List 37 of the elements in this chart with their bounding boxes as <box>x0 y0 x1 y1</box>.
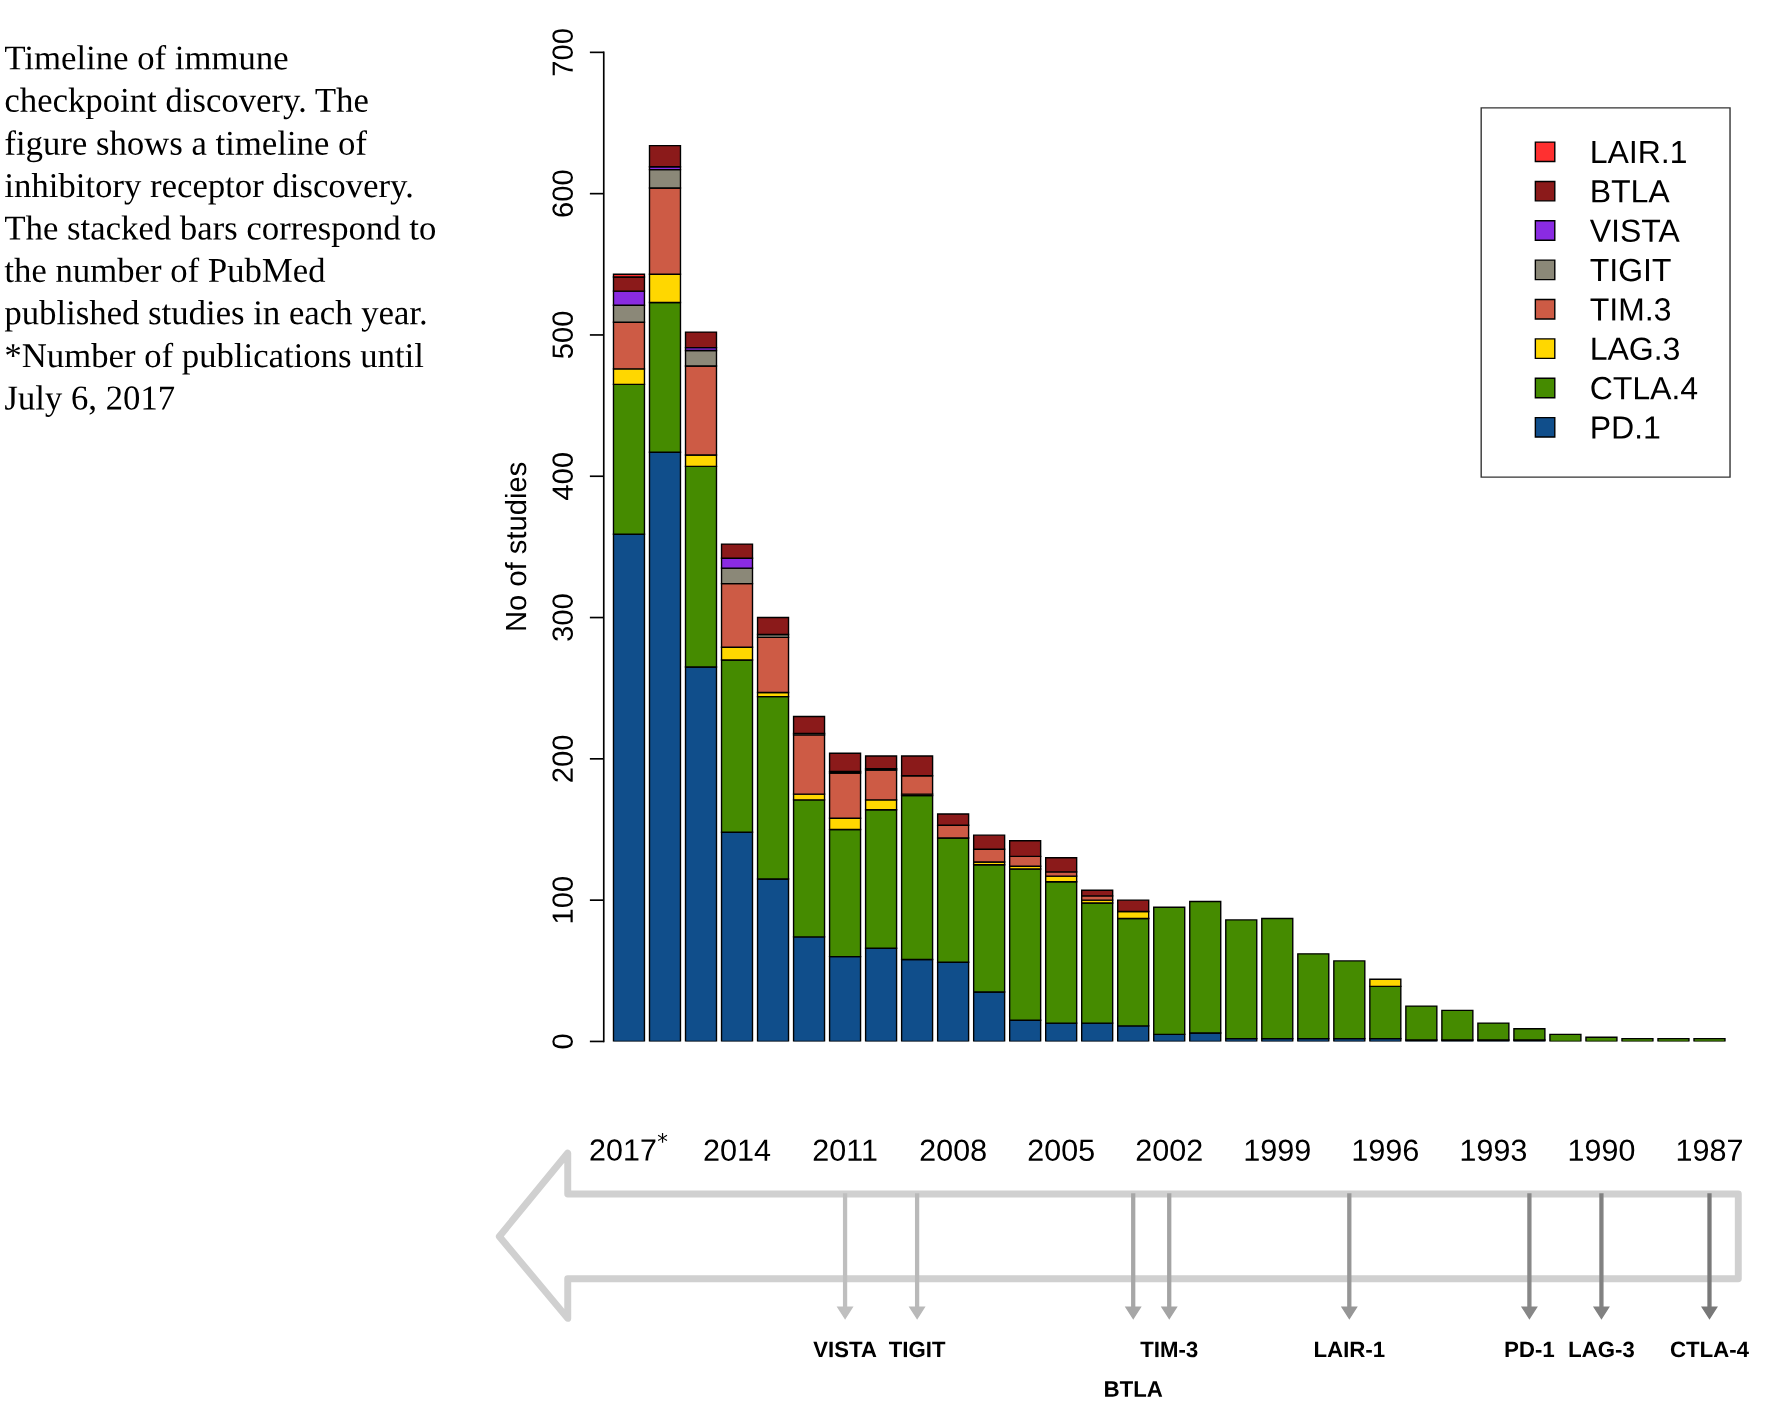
x-tick-label: 2005 <box>1028 1139 1094 1162</box>
y-axis-title: No of studies <box>504 462 527 630</box>
x-tick-label: 2017$^{*}$ <box>590 1133 668 1161</box>
x-tick-label: 2014 <box>704 1139 771 1162</box>
text: Timeline of immune checkpoint discovery. The figure shows a timeline of inhibitory receptor discovery. The stacked bars correspond to the number of PubMed published studies in each year. *Number of publications until July 6, 2017 <box>4 44 436 417</box>
text: TIGIT <box>888 1341 946 1358</box>
y-tick-label: 700 <box>552 29 573 76</box>
y-tick-label: 200 <box>552 735 573 782</box>
y-tick-label: 300 <box>552 594 573 641</box>
legend-label: PD.1 <box>1592 416 1660 439</box>
text: TIM-3 <box>1140 1341 1198 1358</box>
x-tick-label: 2011 <box>813 1139 877 1162</box>
y-tick-label: 600 <box>552 170 573 217</box>
text: CTLA-4 <box>1670 1341 1749 1358</box>
legend-label: LAIR.1 <box>1592 141 1686 163</box>
text: PD-1 <box>1505 1341 1555 1358</box>
text: VISTA <box>813 1341 877 1358</box>
legend-label: VISTA <box>1589 219 1680 243</box>
y-tick-label: 0 <box>552 1034 573 1049</box>
legend-label: TIGIT <box>1590 258 1671 282</box>
text: LAIR-1 <box>1315 1341 1385 1358</box>
x-tick-label: 1993 <box>1461 1139 1527 1162</box>
x-tick-label: 1990 <box>1569 1139 1635 1162</box>
text: BTLA <box>1105 1381 1163 1397</box>
y-tick-label: 400 <box>552 453 573 500</box>
x-tick-label: 1999 <box>1245 1139 1310 1162</box>
y-tick-label: 100 <box>552 876 573 923</box>
legend-label: TIM.3 <box>1590 298 1671 321</box>
legend-label: LAG.3 <box>1592 337 1679 361</box>
legend-label: BTLA <box>1592 180 1670 203</box>
y-tick-label: 500 <box>552 311 573 359</box>
x-tick-label: 1987 <box>1677 1139 1742 1162</box>
x-tick-label: 2008 <box>920 1139 986 1162</box>
legend-label: CTLA.4 <box>1591 376 1698 400</box>
x-tick-label: 2002 <box>1136 1139 1202 1162</box>
text: LAG-3 <box>1569 1341 1634 1358</box>
x-tick-label: 1996 <box>1353 1139 1418 1162</box>
